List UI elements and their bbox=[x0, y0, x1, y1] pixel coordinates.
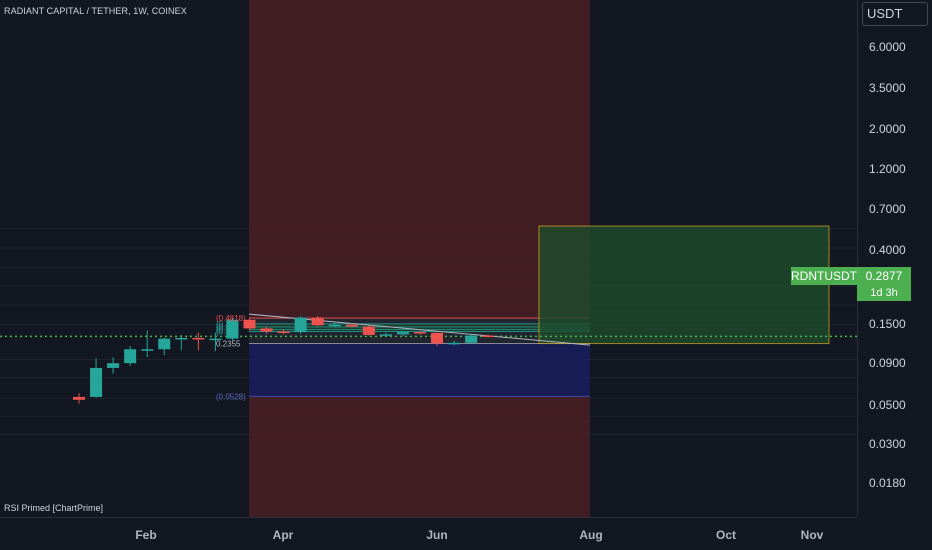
price-tick-label: 0.0180 bbox=[869, 476, 906, 490]
candle-body bbox=[345, 324, 358, 327]
fib-label-level: (0.3 bbox=[216, 320, 230, 329]
target-zone bbox=[538, 225, 830, 345]
last-price-tag: 0.2877 bbox=[857, 267, 911, 285]
fib-label-level: (0.3 bbox=[216, 325, 230, 334]
fib-label-top: (0.4818) bbox=[216, 314, 246, 323]
price-tick-label: 1.2000 bbox=[869, 162, 906, 176]
fib-green-band bbox=[249, 323, 590, 332]
candle-body bbox=[277, 331, 290, 334]
candle-body bbox=[465, 335, 478, 343]
risk-zone-upper bbox=[249, 0, 590, 319]
price-tick-label: 2.0000 bbox=[869, 122, 906, 136]
price-tick-label: 0.1500 bbox=[869, 317, 906, 331]
fib-label-level: (0.3 bbox=[216, 328, 230, 337]
fib-label-low: (0.0528) bbox=[216, 392, 246, 401]
price-tick-label: 0.4000 bbox=[869, 243, 906, 257]
candle-body bbox=[311, 317, 324, 326]
candle-body bbox=[90, 367, 103, 397]
candle-body bbox=[73, 396, 85, 400]
candle-body bbox=[141, 349, 154, 351]
chart-area[interactable]: (0.4818) (0.3 (0.3 (0.3 (0.3 0.2355 (0.0528) R… bbox=[0, 0, 857, 517]
time-tick-label: Apr bbox=[272, 528, 294, 542]
currency-selector[interactable]: USDT bbox=[862, 2, 928, 26]
indicator-label[interactable]: RSI Primed [ChartPrime] bbox=[4, 503, 104, 513]
candle-body bbox=[482, 335, 495, 338]
candle-body bbox=[107, 363, 120, 368]
price-tick-label: 0.7000 bbox=[869, 202, 906, 216]
candle-body bbox=[226, 319, 239, 339]
time-tick-label: Aug bbox=[579, 528, 603, 542]
price-tick-label: 0.0300 bbox=[869, 437, 906, 451]
candle-body bbox=[448, 342, 461, 345]
candle-body bbox=[431, 332, 444, 344]
price-tick-label: 3.5000 bbox=[869, 81, 906, 95]
time-tick-label: Oct bbox=[715, 528, 737, 542]
bar-countdown-tag: 1d 3h bbox=[857, 285, 911, 301]
candle-body bbox=[414, 332, 426, 334]
time-tick-label: Nov bbox=[800, 528, 824, 542]
last-price-symbol-tag: RDNTUSDT bbox=[791, 267, 857, 285]
fib-label-base: 0.2355 bbox=[216, 339, 241, 348]
time-axis[interactable]: Feb Apr Jun Aug Oct Nov bbox=[0, 517, 857, 550]
price-tick-label: 0.0500 bbox=[869, 398, 906, 412]
candle-body bbox=[328, 324, 341, 327]
candle-body bbox=[362, 326, 375, 335]
price-tick-label: 6.0000 bbox=[869, 40, 906, 54]
candle-body bbox=[158, 338, 171, 350]
candle-body bbox=[396, 332, 409, 335]
time-tick-label: Feb bbox=[135, 528, 157, 542]
symbol-title: RADIANT CAPITAL / TETHER, 1W, COINEX bbox=[4, 6, 187, 16]
time-tick-label: Jun bbox=[426, 528, 448, 542]
price-tick-label: 0.0900 bbox=[869, 356, 906, 370]
candle-body bbox=[379, 334, 392, 336]
candle-body bbox=[209, 338, 222, 341]
candle-body bbox=[294, 317, 307, 333]
projection-zone bbox=[249, 343, 590, 397]
risk-zone-lower bbox=[249, 396, 590, 517]
candle-body bbox=[124, 349, 137, 364]
price-chart[interactable]: (0.4818)(0.3(0.3(0.3(0.30.2355(0.0528) bbox=[0, 0, 857, 517]
candle-body bbox=[260, 328, 273, 332]
price-axis[interactable]: USDT 6.0000 3.5000 2.0000 1.2000 0.7000 … bbox=[857, 0, 932, 517]
candle-body bbox=[243, 319, 256, 329]
candle-body bbox=[192, 337, 205, 340]
fib-label-level: (0.3 bbox=[216, 323, 230, 332]
candle-body bbox=[175, 337, 188, 340]
